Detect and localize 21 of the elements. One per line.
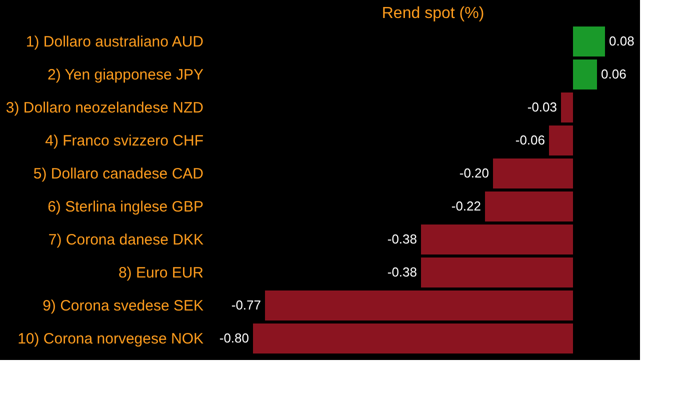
data-label: -0.20 — [459, 166, 489, 180]
data-label: -0.06 — [515, 132, 545, 148]
data-label: -0.03 — [527, 100, 557, 114]
data-label: -0.77 — [231, 298, 261, 312]
y-tick-label: 10) Corona norvegese NOK — [18, 330, 204, 348]
y-tick-label: 5) Dollaro canadese CAD — [33, 166, 204, 182]
data-label: -0.38 — [387, 232, 417, 246]
y-tick-label: 1) Dollaro australiano AUD — [26, 34, 204, 50]
data-label: -0.22 — [451, 198, 481, 214]
y-tick-label: 7) Corona danese DKK — [48, 232, 204, 248]
y-tick-label: 9) Corona svedese SEK — [42, 298, 204, 314]
data-label: -0.38 — [387, 264, 417, 280]
y-tick-label: 6) Sterlina inglese GBP — [48, 198, 204, 216]
y-tick-label: 2) Yen giapponese JPY — [48, 66, 204, 84]
data-label: -0.80 — [219, 330, 249, 346]
data-label: 0.06 — [601, 66, 626, 82]
y-tick-label: 4) Franco svizzero CHF — [45, 132, 204, 150]
chart-title: Rend spot (%) — [382, 5, 484, 22]
data-label: 0.08 — [609, 34, 634, 48]
y-tick-label: 8) Euro EUR — [118, 264, 204, 282]
y-tick-label: 3) Dollaro neozelandese NZD — [6, 100, 204, 116]
